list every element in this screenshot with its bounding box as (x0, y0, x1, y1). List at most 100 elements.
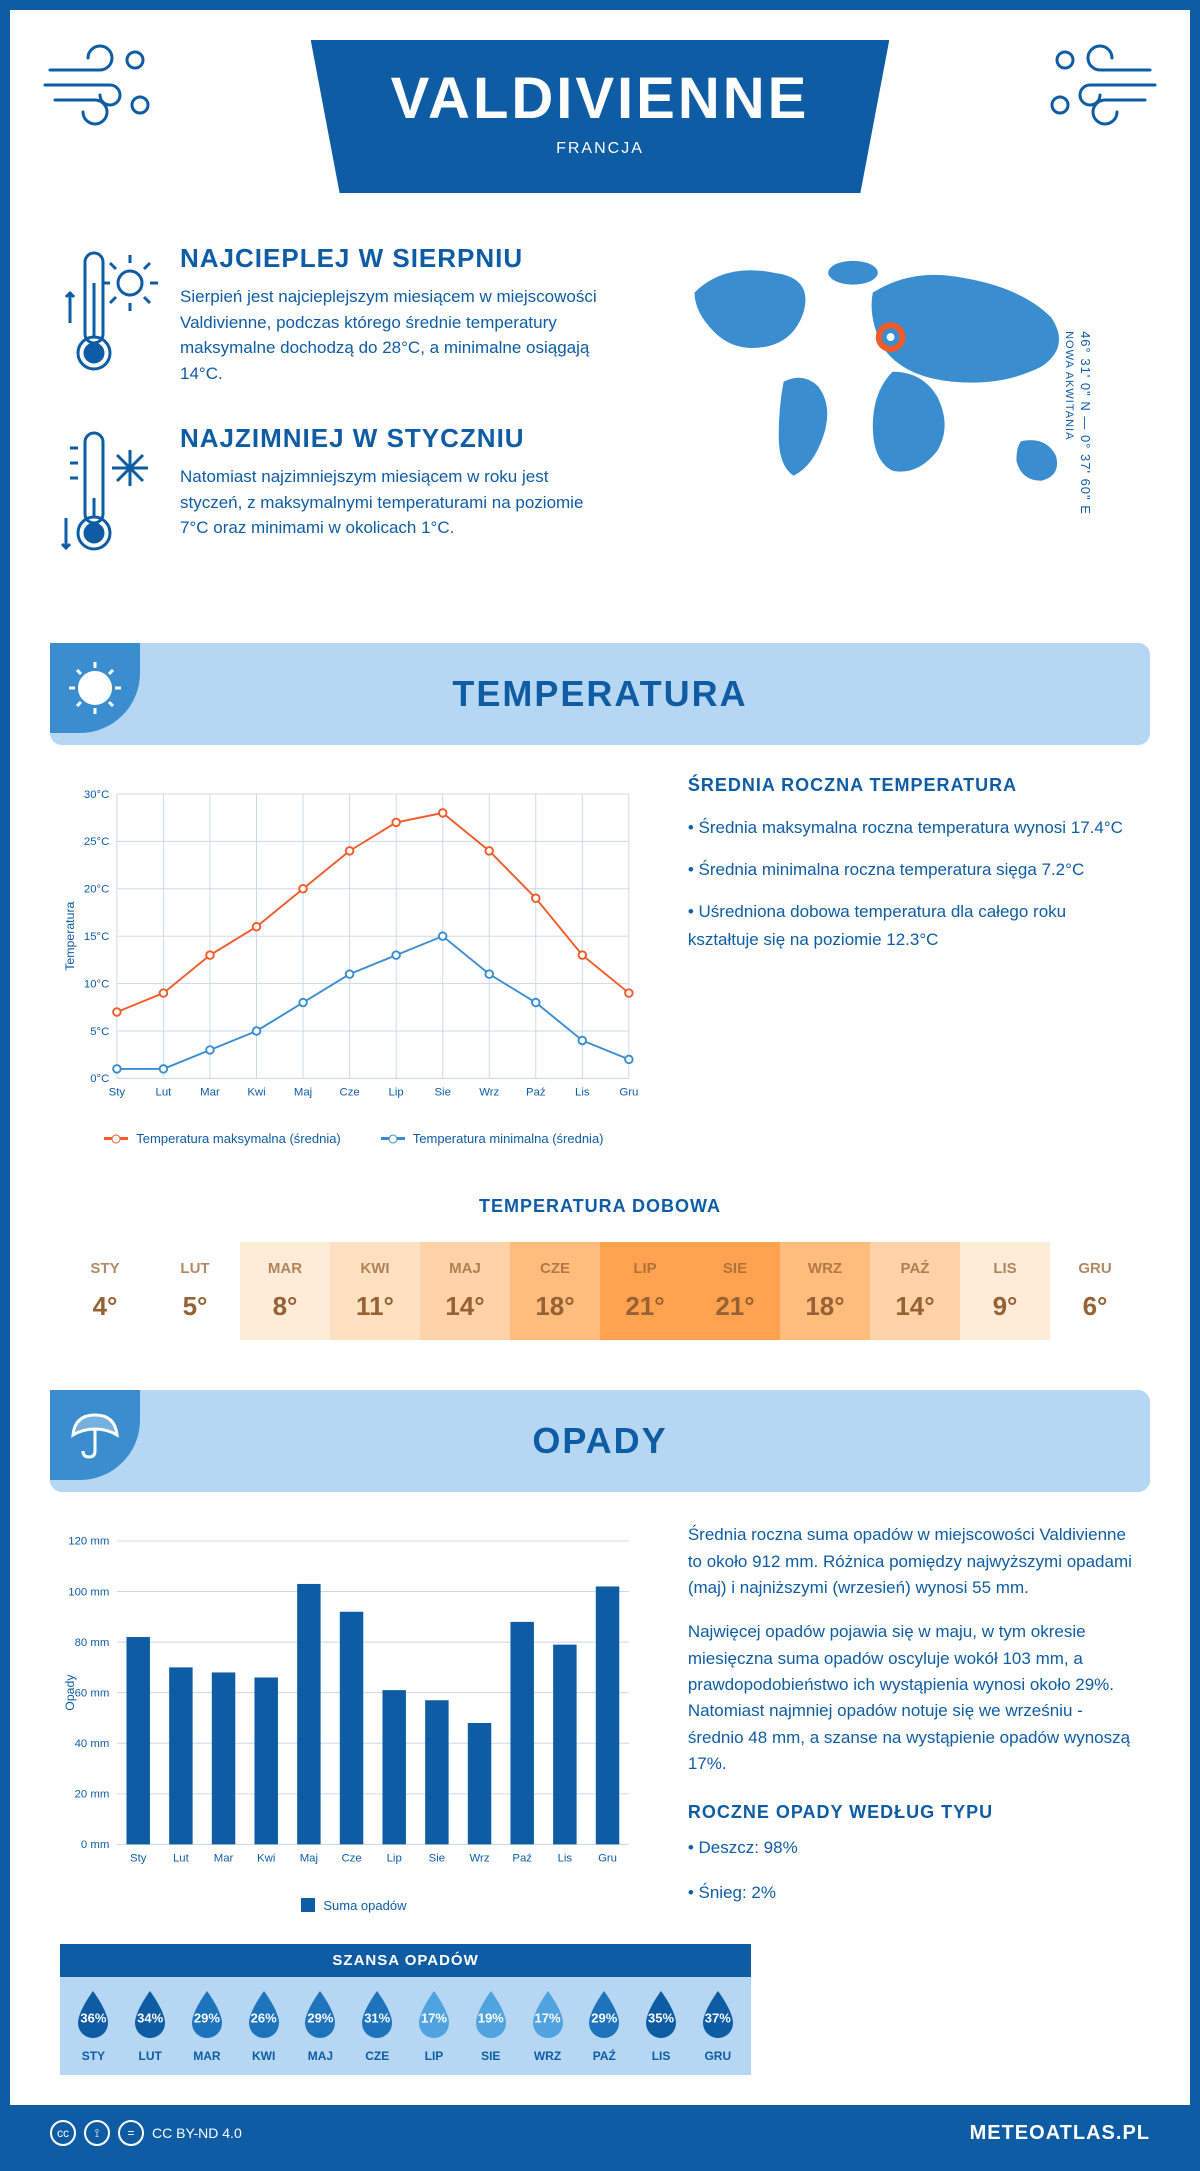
page-subtitle: FRANCJA (391, 140, 810, 158)
month-label: LIS (960, 1260, 1050, 1277)
svg-text:0 mm: 0 mm (81, 1839, 109, 1851)
info-item: • Średnia minimalna roczna temperatura s… (688, 856, 1140, 883)
month-label: KWI (235, 2049, 292, 2063)
svg-text:30°C: 30°C (84, 789, 109, 801)
svg-text:Lis: Lis (558, 1853, 573, 1865)
svg-text:60 mm: 60 mm (75, 1688, 110, 1700)
svg-text:Lut: Lut (156, 1086, 173, 1098)
drop-icon: 29% (299, 1989, 341, 2041)
wind-icon (1040, 40, 1160, 130)
nd-icon: = (118, 2120, 144, 2146)
thermometer-cold-icon (60, 423, 160, 568)
svg-text:Maj: Maj (294, 1086, 312, 1098)
legend-item: .legend-swatch[style*='#f15a29']::after{… (104, 1131, 340, 1146)
svg-text:Kwi: Kwi (247, 1086, 265, 1098)
temperature-info: ŚREDNIA ROCZNA TEMPERATURA • Średnia mak… (688, 775, 1140, 1146)
svg-text:Lip: Lip (389, 1086, 404, 1098)
legend-item: Suma opadów (301, 1898, 406, 1913)
svg-text:100 mm: 100 mm (68, 1587, 109, 1599)
svg-text:Lis: Lis (575, 1086, 590, 1098)
daily-cell: MAR8° (240, 1242, 330, 1340)
temp-value: 21° (600, 1291, 690, 1322)
svg-text:5°C: 5°C (90, 1026, 109, 1038)
temperature-chart: 0°C5°C10°C15°C20°C25°C30°CStyLutMarKwiMa… (60, 775, 648, 1146)
month-label: LUT (150, 1260, 240, 1277)
legend-label: Temperatura maksymalna (średnia) (136, 1131, 340, 1146)
daily-cell: LUT5° (150, 1242, 240, 1340)
svg-text:Sie: Sie (429, 1853, 445, 1865)
temp-value: 14° (870, 1291, 960, 1322)
svg-text:Gru: Gru (619, 1086, 638, 1098)
month-label: LIS (633, 2049, 690, 2063)
temp-value: 18° (780, 1291, 870, 1322)
precipitation-info: Średnia roczna suma opadów w miejscowośc… (688, 1522, 1140, 1924)
chance-value: 31% (364, 2010, 390, 2025)
chance-cell: 17% LIP (406, 1989, 463, 2063)
warmest-text: Sierpień jest najcieplejszym miesiącem w… (180, 284, 605, 386)
chance-cell: 37% GRU (689, 1989, 746, 2063)
precipitation-chance: SZANSA OPADÓW 36% STY 34% LUT 29% MAR 26… (60, 1944, 751, 2075)
chance-cell: 19% SIE (462, 1989, 519, 2063)
coldest-title: NAJZIMNIEJ W STYCZNIU (180, 423, 605, 454)
svg-text:10°C: 10°C (84, 978, 109, 990)
brand: METEOATLAS.PL (970, 2122, 1150, 2145)
svg-text:Kwi: Kwi (257, 1853, 275, 1865)
coordinates: 46° 31' 0" N — 0° 37' 60" E NOWA AKWITAN… (1063, 331, 1093, 515)
svg-text:Maj: Maj (300, 1853, 318, 1865)
svg-text:40 mm: 40 mm (75, 1738, 110, 1750)
legend-item: .legend-swatch[style*='#3a8ed0']::after{… (381, 1131, 604, 1146)
chance-cell: 29% PAŹ (576, 1989, 633, 2063)
month-label: CZE (349, 2049, 406, 2063)
drop-icon: 29% (583, 1989, 625, 2041)
daily-temperature: TEMPERATURA DOBOWA STY4°LUT5°MAR8°KWI11°… (10, 1176, 1190, 1390)
chance-value: 29% (591, 2010, 617, 2025)
drop-icon: 29% (186, 1989, 228, 2041)
cc-icon: cc (50, 2120, 76, 2146)
chance-value: 17% (534, 2010, 560, 2025)
month-label: WRZ (519, 2049, 576, 2063)
month-label: PAŹ (870, 1260, 960, 1277)
temp-value: 18° (510, 1291, 600, 1322)
title-banner: VALDIVIENNE FRANCJA (311, 40, 890, 193)
svg-text:Lip: Lip (387, 1853, 402, 1865)
month-label: MAR (179, 2049, 236, 2063)
wind-icon (40, 40, 160, 130)
legend-label: Suma opadów (323, 1898, 406, 1913)
daily-cell: LIS 9° (960, 1242, 1050, 1340)
daily-cell: STY4° (60, 1242, 150, 1340)
svg-text:Mar: Mar (200, 1086, 220, 1098)
coldest-block: NAJZIMNIEJ W STYCZNIU Natomiast najzimni… (60, 423, 605, 568)
svg-text:0°C: 0°C (90, 1073, 109, 1085)
coldest-text: Natomiast najzimniejszym miesiącem w rok… (180, 464, 605, 541)
month-label: GRU (689, 2049, 746, 2063)
month-label: PAŹ (576, 2049, 633, 2063)
page-title: VALDIVIENNE (391, 65, 810, 132)
daily-cell: SIE21° (690, 1242, 780, 1340)
section-title: OPADY (50, 1420, 1150, 1462)
chance-value: 19% (478, 2010, 504, 2025)
precip-text-1: Średnia roczna suma opadów w miejscowośc… (688, 1522, 1140, 1601)
drop-icon: 17% (413, 1989, 455, 2041)
chance-cell: 34% LUT (122, 1989, 179, 2063)
daily-cell: MAJ14° (420, 1242, 510, 1340)
chance-cell: 29% MAR (179, 1989, 236, 2063)
month-label: STY (60, 1260, 150, 1277)
chance-cell: 29% MAJ (292, 1989, 349, 2063)
svg-text:80 mm: 80 mm (75, 1637, 110, 1649)
temp-value: 9° (960, 1291, 1050, 1322)
month-label: MAR (240, 1260, 330, 1277)
footer: cc ⟟ = CC BY-ND 4.0 METEOATLAS.PL (10, 2105, 1190, 2161)
drop-icon: 19% (470, 1989, 512, 2041)
chance-value: 29% (307, 2010, 333, 2025)
legend-label: Temperatura minimalna (średnia) (413, 1131, 604, 1146)
month-label: SIE (462, 2049, 519, 2063)
warmest-title: NAJCIEPLEJ W SIERPNIU (180, 243, 605, 274)
type-item: • Deszcz: 98% (688, 1835, 1140, 1861)
month-label: LIP (406, 2049, 463, 2063)
month-label: LUT (122, 2049, 179, 2063)
month-label: KWI (330, 1260, 420, 1277)
warmest-block: NAJCIEPLEJ W SIERPNIU Sierpień jest najc… (60, 243, 605, 388)
temp-value: 21° (690, 1291, 780, 1322)
chance-value: 37% (705, 2010, 731, 2025)
precip-type-title: ROCZNE OPADY WEDŁUG TYPU (688, 1802, 1140, 1823)
